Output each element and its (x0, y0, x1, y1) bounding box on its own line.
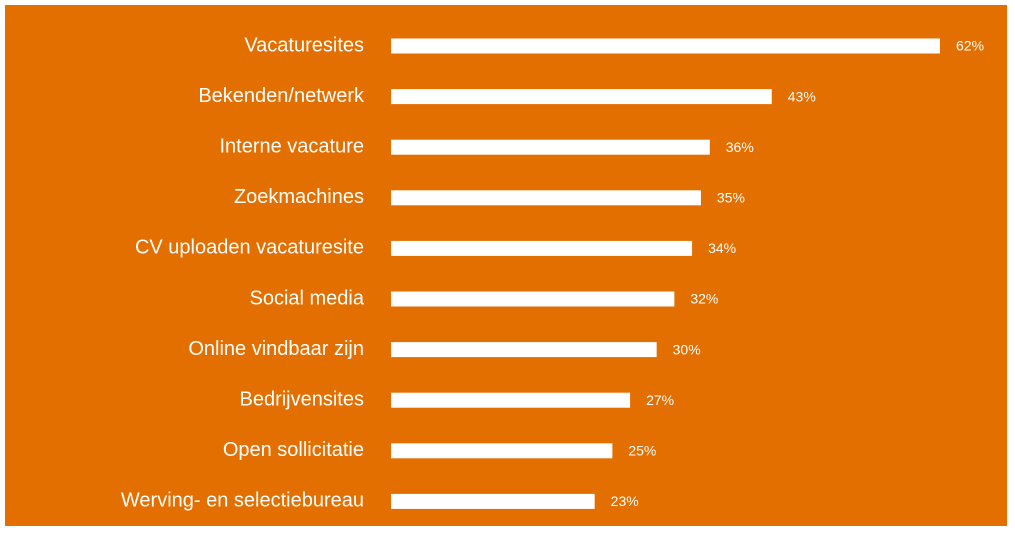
bar (391, 38, 940, 54)
value-label: 36% (726, 139, 754, 155)
category-label: Online vindbaar zijn (188, 338, 364, 360)
value-label: 25% (628, 443, 656, 459)
value-label: 43% (788, 88, 816, 104)
category-label: Social media (249, 287, 364, 309)
category-label: Zoekmachines (234, 186, 364, 208)
category-label: Bekenden/netwerk (198, 85, 365, 107)
value-label: 23% (611, 493, 639, 509)
bar (391, 139, 710, 155)
category-label: Werving- en selectiebureau (121, 490, 364, 512)
category-label: Bedrijvensites (239, 388, 364, 410)
bar (391, 190, 701, 206)
value-label: 35% (717, 190, 745, 206)
category-label: CV uploaden vacaturesite (135, 237, 364, 259)
bar (391, 89, 772, 105)
bar (391, 493, 595, 509)
value-label: 32% (690, 291, 718, 307)
bar (391, 443, 613, 459)
value-label: 62% (956, 38, 984, 54)
bar (391, 342, 657, 358)
category-label: Open sollicitatie (223, 439, 364, 461)
value-label: 34% (708, 240, 736, 256)
value-label: 30% (673, 341, 701, 357)
bar (391, 392, 631, 408)
bar (391, 240, 693, 256)
value-label: 27% (646, 392, 674, 408)
category-label: Interne vacature (219, 135, 364, 157)
category-label: Vacaturesites (244, 34, 364, 56)
bar (391, 291, 675, 307)
